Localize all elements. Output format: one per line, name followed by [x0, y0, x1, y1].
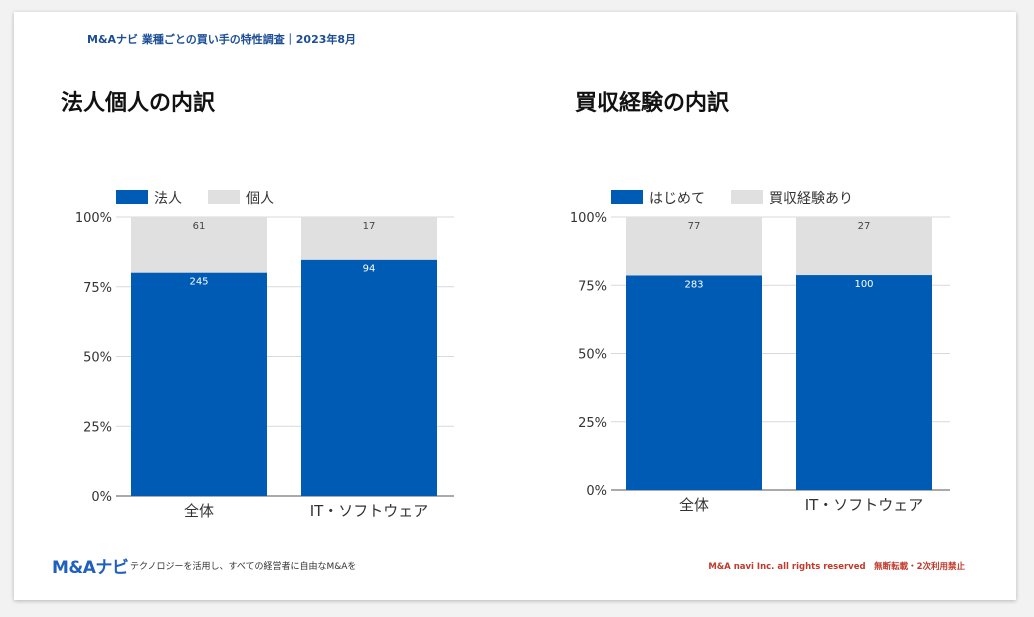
data-label-corp-1-0: 94 — [363, 264, 376, 275]
y-tick-corp-3: 75% — [83, 281, 112, 296]
data-label-corp-1-1: 17 — [363, 221, 376, 232]
y-tick-exp-2: 50% — [578, 348, 607, 363]
bar-corp-0-0 — [131, 272, 267, 496]
data-label-corp-0-0: 245 — [189, 277, 208, 288]
bar-exp-0-0 — [626, 275, 762, 490]
data-label-exp-0-1: 77 — [688, 221, 701, 232]
y-tick-corp-0: 0% — [91, 490, 112, 505]
chart-title-corporate-individual: 法人個人の内訳 — [61, 91, 216, 116]
logo: M&Aナビ — [52, 554, 129, 578]
legend-swatch-exp-0 — [611, 190, 643, 204]
report-header: M&Aナビ 業種ごとの買い手の特性調査｜2023年8月 — [87, 33, 357, 46]
y-tick-corp-2: 50% — [83, 351, 112, 366]
y-tick-exp-1: 25% — [578, 416, 607, 431]
x-tick-corp-0: 全体 — [184, 502, 214, 520]
legend-label-exp-0: はじめて — [649, 191, 705, 207]
x-tick-exp-0: 全体 — [679, 496, 709, 514]
bar-corp-0-1 — [131, 217, 267, 273]
legend-swatch-corp-1 — [208, 190, 240, 204]
legend-label-exp-1: 買収経験あり — [769, 191, 853, 207]
y-tick-corp-4: 100% — [75, 211, 112, 226]
legend-swatch-corp-0 — [116, 190, 148, 204]
legend-label-corp-0: 法人 — [154, 191, 182, 207]
logo-text: M&Aナビ — [52, 557, 129, 578]
slide: M&Aナビ 業種ごとの買い手の特性調査｜2023年8月 法人個人の内訳 買収経験… — [14, 12, 1016, 600]
chart-title-acquisition-experience: 買収経験の内訳 — [575, 91, 730, 116]
data-label-exp-1-1: 27 — [858, 221, 871, 232]
y-tick-exp-3: 75% — [578, 279, 607, 294]
x-tick-exp-1: IT・ソフトウェア — [805, 496, 924, 514]
bar-corp-1-0 — [301, 259, 437, 496]
bar-exp-1-1 — [796, 217, 932, 276]
x-tick-corp-1: IT・ソフトウェア — [310, 502, 429, 520]
y-tick-corp-1: 25% — [83, 420, 112, 435]
data-label-exp-0-0: 283 — [684, 279, 703, 290]
footer-copyright: M&A navi Inc. all rights reserved 無断転載・2… — [708, 562, 965, 572]
footer-tagline: テクノロジーを活用し、すべての経営者に自由なM&Aを — [130, 562, 357, 572]
legend-swatch-exp-1 — [731, 190, 763, 204]
y-tick-exp-0: 0% — [586, 484, 607, 499]
bar-corp-1-1 — [301, 217, 437, 260]
bar-exp-1-0 — [796, 275, 932, 490]
data-label-corp-0-1: 61 — [193, 221, 206, 232]
legend-label-corp-1: 個人 — [246, 191, 274, 207]
data-label-exp-1-0: 100 — [854, 279, 873, 290]
charts-canvas: 0% 25% 50% 75% 100% 法人 個人 245 61 全体 94 17 IT・ソフトウェア 0… — [75, 190, 950, 520]
y-tick-exp-4: 100% — [570, 211, 607, 226]
bar-exp-0-1 — [626, 217, 762, 276]
